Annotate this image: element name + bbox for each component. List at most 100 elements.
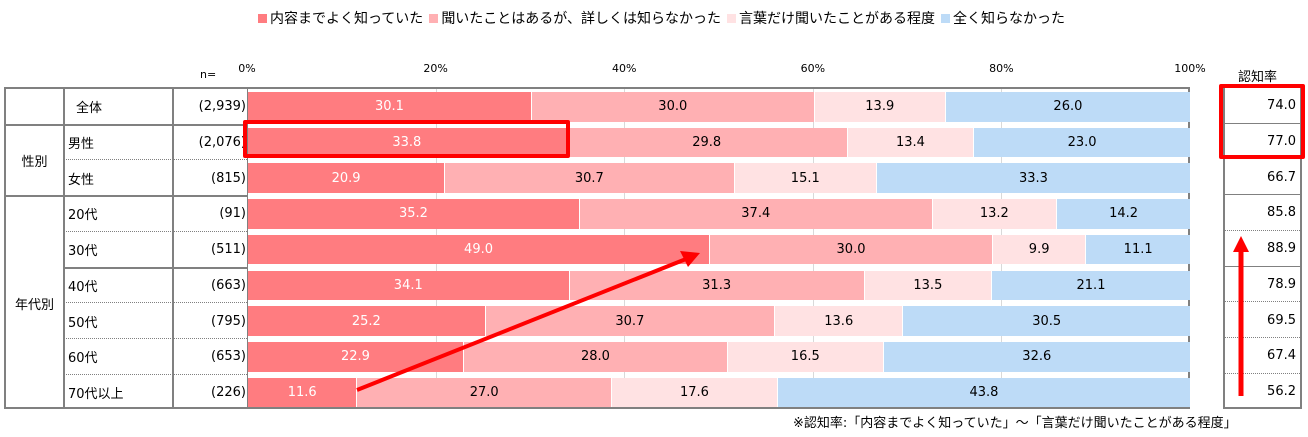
row-divider [6, 123, 247, 126]
bar-segment-4: 21.1 [992, 270, 1191, 301]
row-divider [63, 302, 247, 304]
bar-segment-4: 11.1 [1086, 234, 1191, 265]
rate-value: 56.2 [1267, 383, 1296, 399]
bar-segment-3: 9.9 [992, 234, 1087, 265]
row-n: (795) [211, 313, 246, 329]
row-n: (815) [211, 170, 246, 186]
rate-value: 77.0 [1267, 134, 1296, 150]
bar-segment-1: 30.1 [248, 92, 532, 122]
bar-segment-4: 23.0 [974, 127, 1191, 158]
row-divider [1225, 265, 1300, 267]
bar-segment-1: 20.9 [248, 163, 446, 194]
row-label: 40代 [68, 279, 98, 295]
row-label: 20代 [68, 208, 98, 224]
rate-value: 74.0 [1267, 98, 1296, 114]
legend-swatch [727, 13, 737, 23]
x-tick-label: 0% [238, 62, 256, 75]
row-divider [1225, 372, 1300, 374]
row-divider [63, 159, 247, 161]
bar-segment-2: 28.0 [463, 341, 728, 372]
rate-value: 88.9 [1267, 241, 1296, 257]
bar-segment-1: 25.2 [248, 306, 486, 336]
row-label: 男性 [68, 137, 95, 153]
row-divider [63, 230, 247, 232]
bar-segment-3: 13.5 [864, 270, 993, 301]
legend-swatch [941, 13, 951, 23]
diagonal-arrow-line [356, 257, 687, 392]
bar-segment-4: 32.6 [883, 341, 1191, 372]
bar-segment-1: 35.2 [248, 199, 580, 229]
row-n: (91) [219, 206, 246, 222]
bar-segment-2: 30.7 [485, 306, 776, 336]
row-divider [63, 373, 247, 375]
highlight-box-male-bar [243, 120, 570, 158]
row-n: (226) [211, 384, 246, 400]
row-label: 全体 [75, 101, 102, 117]
bar-segment-3: 13.4 [847, 127, 975, 158]
x-tick-label: 40% [611, 62, 637, 75]
footnote: ※認知率:「内容までよく知っていた」～「言葉だけ聞いたことがある程度」 [793, 416, 1237, 431]
col-divider [63, 89, 65, 407]
rate-value: 85.8 [1267, 205, 1296, 221]
legend-swatch [429, 13, 439, 23]
legend: 内容までよく知っていた 聞いたことはあるが、詳しくは知らなかった 言葉だけ聞いたこと… [258, 8, 1065, 28]
row-label: 60代 [68, 351, 98, 367]
legend-swatch [258, 13, 267, 23]
row-n: (2,939) [198, 99, 246, 115]
bar-segment-3: 16.5 [727, 341, 884, 372]
plot-area: 30.1 30.0 13.9 26.0 33.8 29.8 13.4 23.0 20.9 30.7… [247, 87, 1191, 409]
legend-label: 内容までよく知っていた [270, 11, 424, 27]
n-label: n= [200, 68, 217, 81]
legend-item: 聞いたことはあるが、詳しくは知らなかった [429, 8, 721, 28]
row-n: (511) [211, 242, 246, 258]
highlight-box-rates [1219, 84, 1305, 159]
row-n: (2,076) [198, 135, 246, 151]
row-n: (663) [211, 277, 246, 293]
legend-item: 言葉だけ聞いたことがある程度 [727, 8, 935, 28]
bar-segment-1: 34.1 [248, 270, 570, 301]
row-divider [1225, 336, 1300, 338]
bar-segment-1: 22.9 [248, 341, 464, 372]
bar-segment-1: 11.6 [248, 377, 358, 408]
row-divider [63, 337, 247, 339]
row-label-table: 全体 (2,939) 男性 (2,076) 女性 (815) 20代 (91) 30代 (511)… [4, 87, 247, 409]
row-divider [1225, 301, 1300, 303]
bar-segment-3: 13.6 [775, 306, 904, 336]
row-divider [1225, 194, 1300, 196]
bar-segment-4: 33.3 [876, 163, 1191, 194]
bar-segment-2: 37.4 [579, 199, 933, 229]
legend-label: 聞いたことはあるが、詳しくは知らなかった [441, 11, 722, 27]
bar-segment-3: 17.6 [611, 377, 778, 408]
bar-segment-4: 30.5 [903, 306, 1191, 336]
rate-value: 69.5 [1267, 312, 1296, 328]
legend-label: 全く知らなかった [953, 11, 1066, 27]
bar-segment-4: 43.8 [777, 377, 1191, 408]
legend-label: 言葉だけ聞いたことがある程度 [739, 11, 936, 27]
x-tick-label: 80% [989, 62, 1014, 75]
bar-segment-2: 30.7 [445, 163, 735, 194]
row-label: 70代以上 [68, 386, 124, 402]
bar-segment-1: 33.8 [248, 127, 567, 158]
rate-header: 認知率 [1238, 70, 1278, 85]
x-tick-label: 60% [800, 62, 826, 75]
x-tick-label: 100% [1174, 62, 1206, 75]
bar-segment-2: 30.0 [531, 92, 815, 122]
row-n: (653) [211, 349, 246, 365]
diagonal-arrow-head [680, 251, 700, 267]
vertical-arrow-head [1233, 236, 1249, 252]
row-label: 30代 [68, 244, 98, 260]
legend-item: 全く知らなかった [941, 8, 1065, 28]
bar-segment-4: 14.2 [1057, 199, 1191, 229]
bar-segment-4: 26.0 [945, 92, 1191, 122]
bar-segment-3: 13.9 [814, 92, 946, 122]
row-label: 女性 [68, 172, 95, 188]
bar-segment-2: 29.8 [566, 127, 848, 158]
rate-value: 78.9 [1267, 276, 1296, 292]
row-label: 50代 [68, 315, 98, 331]
bar-segment-2: 27.0 [357, 377, 612, 408]
row-divider [6, 195, 247, 198]
bar-segment-3: 15.1 [734, 163, 877, 194]
row-divider [63, 266, 247, 269]
row-divider [1225, 122, 1300, 124]
